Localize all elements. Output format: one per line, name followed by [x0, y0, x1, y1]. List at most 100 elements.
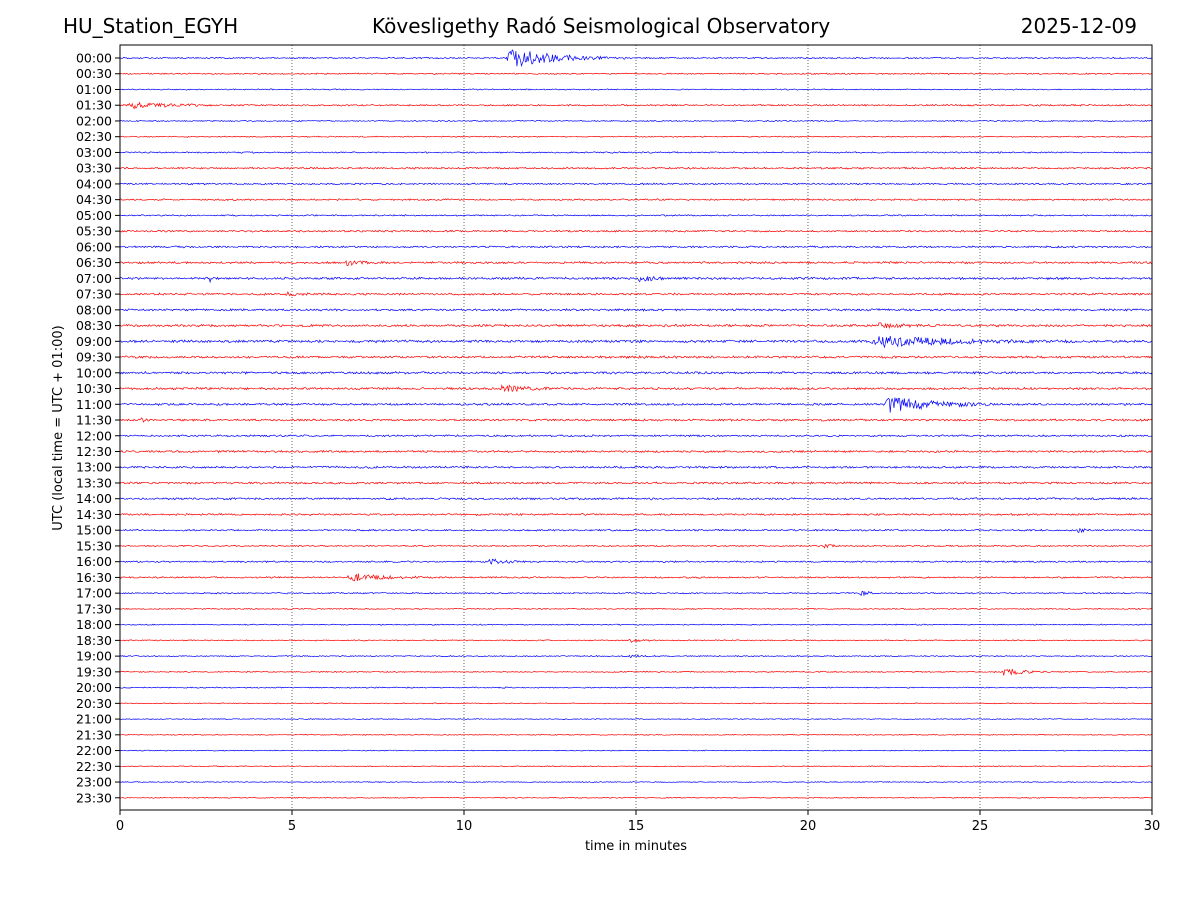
x-tick-label-0: 0	[116, 819, 124, 834]
trace-12:00	[119, 434, 1153, 438]
y-tick-label-23:00: 23:00	[76, 775, 112, 790]
axes: 0 5 10 15 20 25 30 00:0000:3001:0001:3002:0002:…	[76, 51, 1160, 835]
trace-00:00	[119, 49, 1153, 68]
y-tick-label-20:00: 20:00	[76, 680, 112, 695]
y-tick-label-00:30: 00:30	[76, 66, 112, 81]
trace-08:30	[119, 322, 1153, 330]
trace-11:30	[119, 417, 1153, 423]
x-tick-label-5: 5	[288, 819, 296, 834]
y-tick-label-00:00: 00:00	[76, 51, 112, 66]
trace-09:00	[119, 336, 1153, 349]
chart-date: 2025-12-09	[1020, 14, 1137, 38]
y-tick-label-14:00: 14:00	[76, 491, 112, 506]
trace-14:00	[119, 496, 1153, 501]
trace-11:00	[119, 397, 1153, 413]
y-tick-label-05:30: 05:30	[76, 224, 112, 239]
trace-17:30	[119, 607, 1153, 611]
y-tick-label-08:30: 08:30	[76, 318, 112, 333]
y-tick-label-09:00: 09:00	[76, 334, 112, 349]
trace-13:00	[119, 465, 1153, 470]
y-tick-label-04:00: 04:00	[76, 176, 112, 191]
x-tick-label-25: 25	[972, 819, 989, 834]
y-tick-label-03:00: 03:00	[76, 145, 112, 160]
y-tick-label-21:30: 21:30	[76, 727, 112, 742]
trace-18:30	[119, 638, 1153, 643]
trace-05:30	[119, 229, 1153, 233]
y-tick-label-18:30: 18:30	[76, 633, 112, 648]
station-name: HU_Station_EGYH	[63, 14, 239, 38]
trace-23:00	[119, 781, 1153, 783]
y-tick-label-21:00: 21:00	[76, 712, 112, 727]
trace-12:30	[119, 449, 1153, 454]
y-tick-label-18:00: 18:00	[76, 617, 112, 632]
trace-19:00	[119, 654, 1153, 658]
y-tick-label-12:00: 12:00	[76, 428, 112, 443]
y-tick-label-06:00: 06:00	[76, 239, 112, 254]
y-tick-label-22:00: 22:00	[76, 743, 112, 758]
trace-04:30	[119, 198, 1153, 202]
trace-03:30	[119, 166, 1152, 170]
trace-16:30	[119, 573, 1153, 582]
trace-01:30	[119, 101, 1153, 110]
trace-20:00	[119, 686, 1153, 689]
y-tick-label-19:30: 19:30	[76, 664, 112, 679]
x-tick-label-30: 30	[1144, 819, 1161, 834]
trace-00:30	[119, 72, 1153, 75]
trace-18:00	[119, 623, 1153, 626]
trace-04:00	[119, 182, 1153, 186]
trace-07:30	[119, 290, 1153, 297]
y-tick-label-16:00: 16:00	[76, 554, 112, 569]
trace-22:30	[119, 765, 1153, 768]
chart-title: Kövesligethy Radó Seismological Observat…	[372, 14, 831, 38]
y-tick-label-17:00: 17:00	[76, 586, 112, 601]
y-tick-label-16:30: 16:30	[76, 570, 112, 585]
trace-21:00	[119, 718, 1153, 721]
trace-13:30	[119, 481, 1153, 485]
trace-08:00	[119, 308, 1153, 312]
x-tick-label-15: 15	[628, 819, 645, 834]
trace-06:30	[119, 259, 1153, 267]
trace-01:00	[119, 88, 1153, 91]
y-tick-label-15:00: 15:00	[76, 523, 112, 538]
x-axis-label: time in minutes	[585, 839, 687, 854]
y-tick-label-10:30: 10:30	[76, 381, 112, 396]
traces	[119, 49, 1153, 799]
y-tick-label-03:30: 03:30	[76, 161, 112, 176]
y-tick-label-06:30: 06:30	[76, 255, 112, 270]
plot-area	[120, 45, 1152, 810]
y-axis-label: UTC (local time = UTC + 01:00)	[51, 325, 66, 530]
trace-02:30	[119, 135, 1153, 138]
y-tick-label-11:30: 11:30	[76, 413, 112, 428]
y-tick-label-14:30: 14:30	[76, 507, 112, 522]
y-tick-label-19:00: 19:00	[76, 649, 112, 664]
y-tick-label-13:30: 13:30	[76, 475, 112, 490]
y-tick-label-08:00: 08:00	[76, 302, 112, 317]
trace-09:30	[119, 354, 1153, 360]
trace-02:00	[119, 119, 1153, 123]
y-tick-label-20:30: 20:30	[76, 696, 112, 711]
trace-07:00	[119, 275, 1152, 284]
y-tick-label-07:00: 07:00	[76, 271, 112, 286]
x-tick-label-10: 10	[456, 819, 473, 834]
trace-16:00	[119, 558, 1153, 565]
trace-14:30	[119, 512, 1153, 517]
y-tick-label-23:30: 23:30	[76, 790, 112, 805]
y-tick-label-22:30: 22:30	[76, 759, 112, 774]
y-tick-label-12:30: 12:30	[76, 444, 112, 459]
trace-05:00	[119, 214, 1152, 217]
trace-23:30	[119, 796, 1153, 799]
y-tick-label-04:30: 04:30	[76, 192, 112, 207]
y-tick-label-10:00: 10:00	[76, 365, 112, 380]
y-tick-label-05:00: 05:00	[76, 208, 112, 223]
trace-22:00	[119, 749, 1153, 752]
y-tick-label-17:30: 17:30	[76, 601, 112, 616]
y-tick-label-11:00: 11:00	[76, 397, 112, 412]
trace-19:30	[119, 668, 1153, 676]
y-tick-label-07:30: 07:30	[76, 287, 112, 302]
y-tick-label-01:00: 01:00	[76, 82, 112, 97]
trace-15:00	[119, 527, 1153, 534]
trace-03:00	[119, 151, 1153, 154]
y-tick-label-15:30: 15:30	[76, 538, 112, 553]
trace-20:30	[119, 702, 1153, 705]
y-tick-label-01:30: 01:30	[76, 98, 112, 113]
